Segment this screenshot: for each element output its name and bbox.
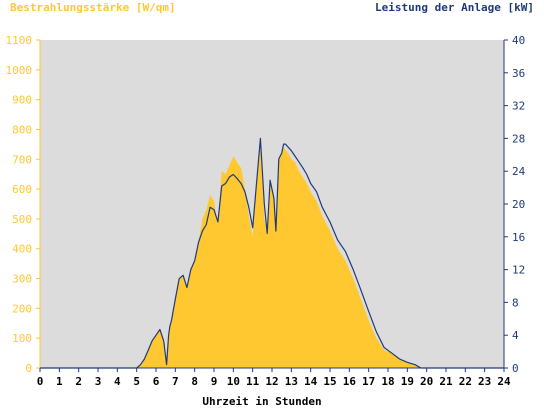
left-tick-label: 900: [12, 94, 32, 107]
right-tick-label: 36: [512, 67, 525, 80]
left-tick-label: 500: [12, 213, 32, 226]
right-tick-label: 8: [512, 296, 519, 309]
left-tick-label: 800: [12, 123, 32, 136]
right-axis-title: Leistung der Anlage [kW]: [375, 1, 534, 14]
left-tick-label: 300: [12, 273, 32, 286]
x-tick-label: 8: [191, 375, 198, 388]
x-tick-label: 16: [343, 375, 357, 388]
left-tick-label: 1100: [6, 34, 33, 47]
left-tick-label: 200: [12, 302, 32, 315]
x-tick-label: 19: [401, 375, 414, 388]
x-tick-label: 22: [459, 375, 472, 388]
x-tick-label: 14: [304, 375, 318, 388]
right-ticks: 0 4 8 12 16 20 24 28 32 36 40: [504, 34, 526, 375]
right-tick-label: 20: [512, 198, 525, 211]
left-tick-label: 600: [12, 183, 32, 196]
left-tick-label: 400: [12, 243, 32, 256]
x-tick-label: 15: [323, 375, 336, 388]
left-tick-label: 700: [12, 153, 32, 166]
x-tick-label: 5: [133, 375, 140, 388]
x-tick-label: 4: [114, 375, 121, 388]
x-tick-label: 12: [265, 375, 278, 388]
left-tick-label: 0: [25, 362, 32, 375]
right-tick-label: 32: [512, 100, 525, 113]
x-tick-label: 18: [381, 375, 394, 388]
x-tick-label: 3: [95, 375, 102, 388]
right-tick-label: 24: [512, 165, 526, 178]
x-ticks: 0 1 2 3 4 5 6 7 8 9 10 11 12 13 14 15 16 17 18 19 20 21 22 23 24: [37, 368, 511, 388]
series-layer: [40, 137, 504, 369]
x-tick-label: 17: [362, 375, 375, 388]
x-tick-label: 9: [211, 375, 218, 388]
x-axis-title: Uhrzeit in Stunden: [202, 395, 321, 408]
left-tick-label: 100: [12, 332, 32, 345]
right-tick-label: 0: [512, 362, 519, 375]
x-tick-label: 24: [497, 375, 511, 388]
right-tick-label: 28: [512, 132, 525, 145]
x-tick-label: 13: [285, 375, 298, 388]
right-tick-label: 16: [512, 231, 525, 244]
x-tick-label: 1: [56, 375, 63, 388]
right-tick-label: 12: [512, 264, 525, 277]
x-tick-label: 23: [478, 375, 491, 388]
x-tick-label: 7: [172, 375, 179, 388]
x-tick-label: 20: [420, 375, 433, 388]
power-line: [40, 137, 504, 369]
x-tick-label: 10: [227, 375, 240, 388]
x-tick-label: 0: [37, 375, 44, 388]
x-tick-label: 6: [153, 375, 160, 388]
right-tick-label: 40: [512, 34, 525, 47]
x-tick-label: 11: [246, 375, 260, 388]
left-axis-title: Bestrahlungsstärke [W/qm]: [10, 1, 176, 14]
right-tick-label: 4: [512, 329, 519, 342]
x-tick-label: 2: [75, 375, 82, 388]
x-tick-label: 21: [439, 375, 453, 388]
left-ticks: 0 100 200 300 400 500 600 700 800 900 1000 1100: [6, 34, 40, 375]
left-tick-label: 1000: [6, 64, 33, 77]
irradiance-area: [136, 141, 427, 368]
